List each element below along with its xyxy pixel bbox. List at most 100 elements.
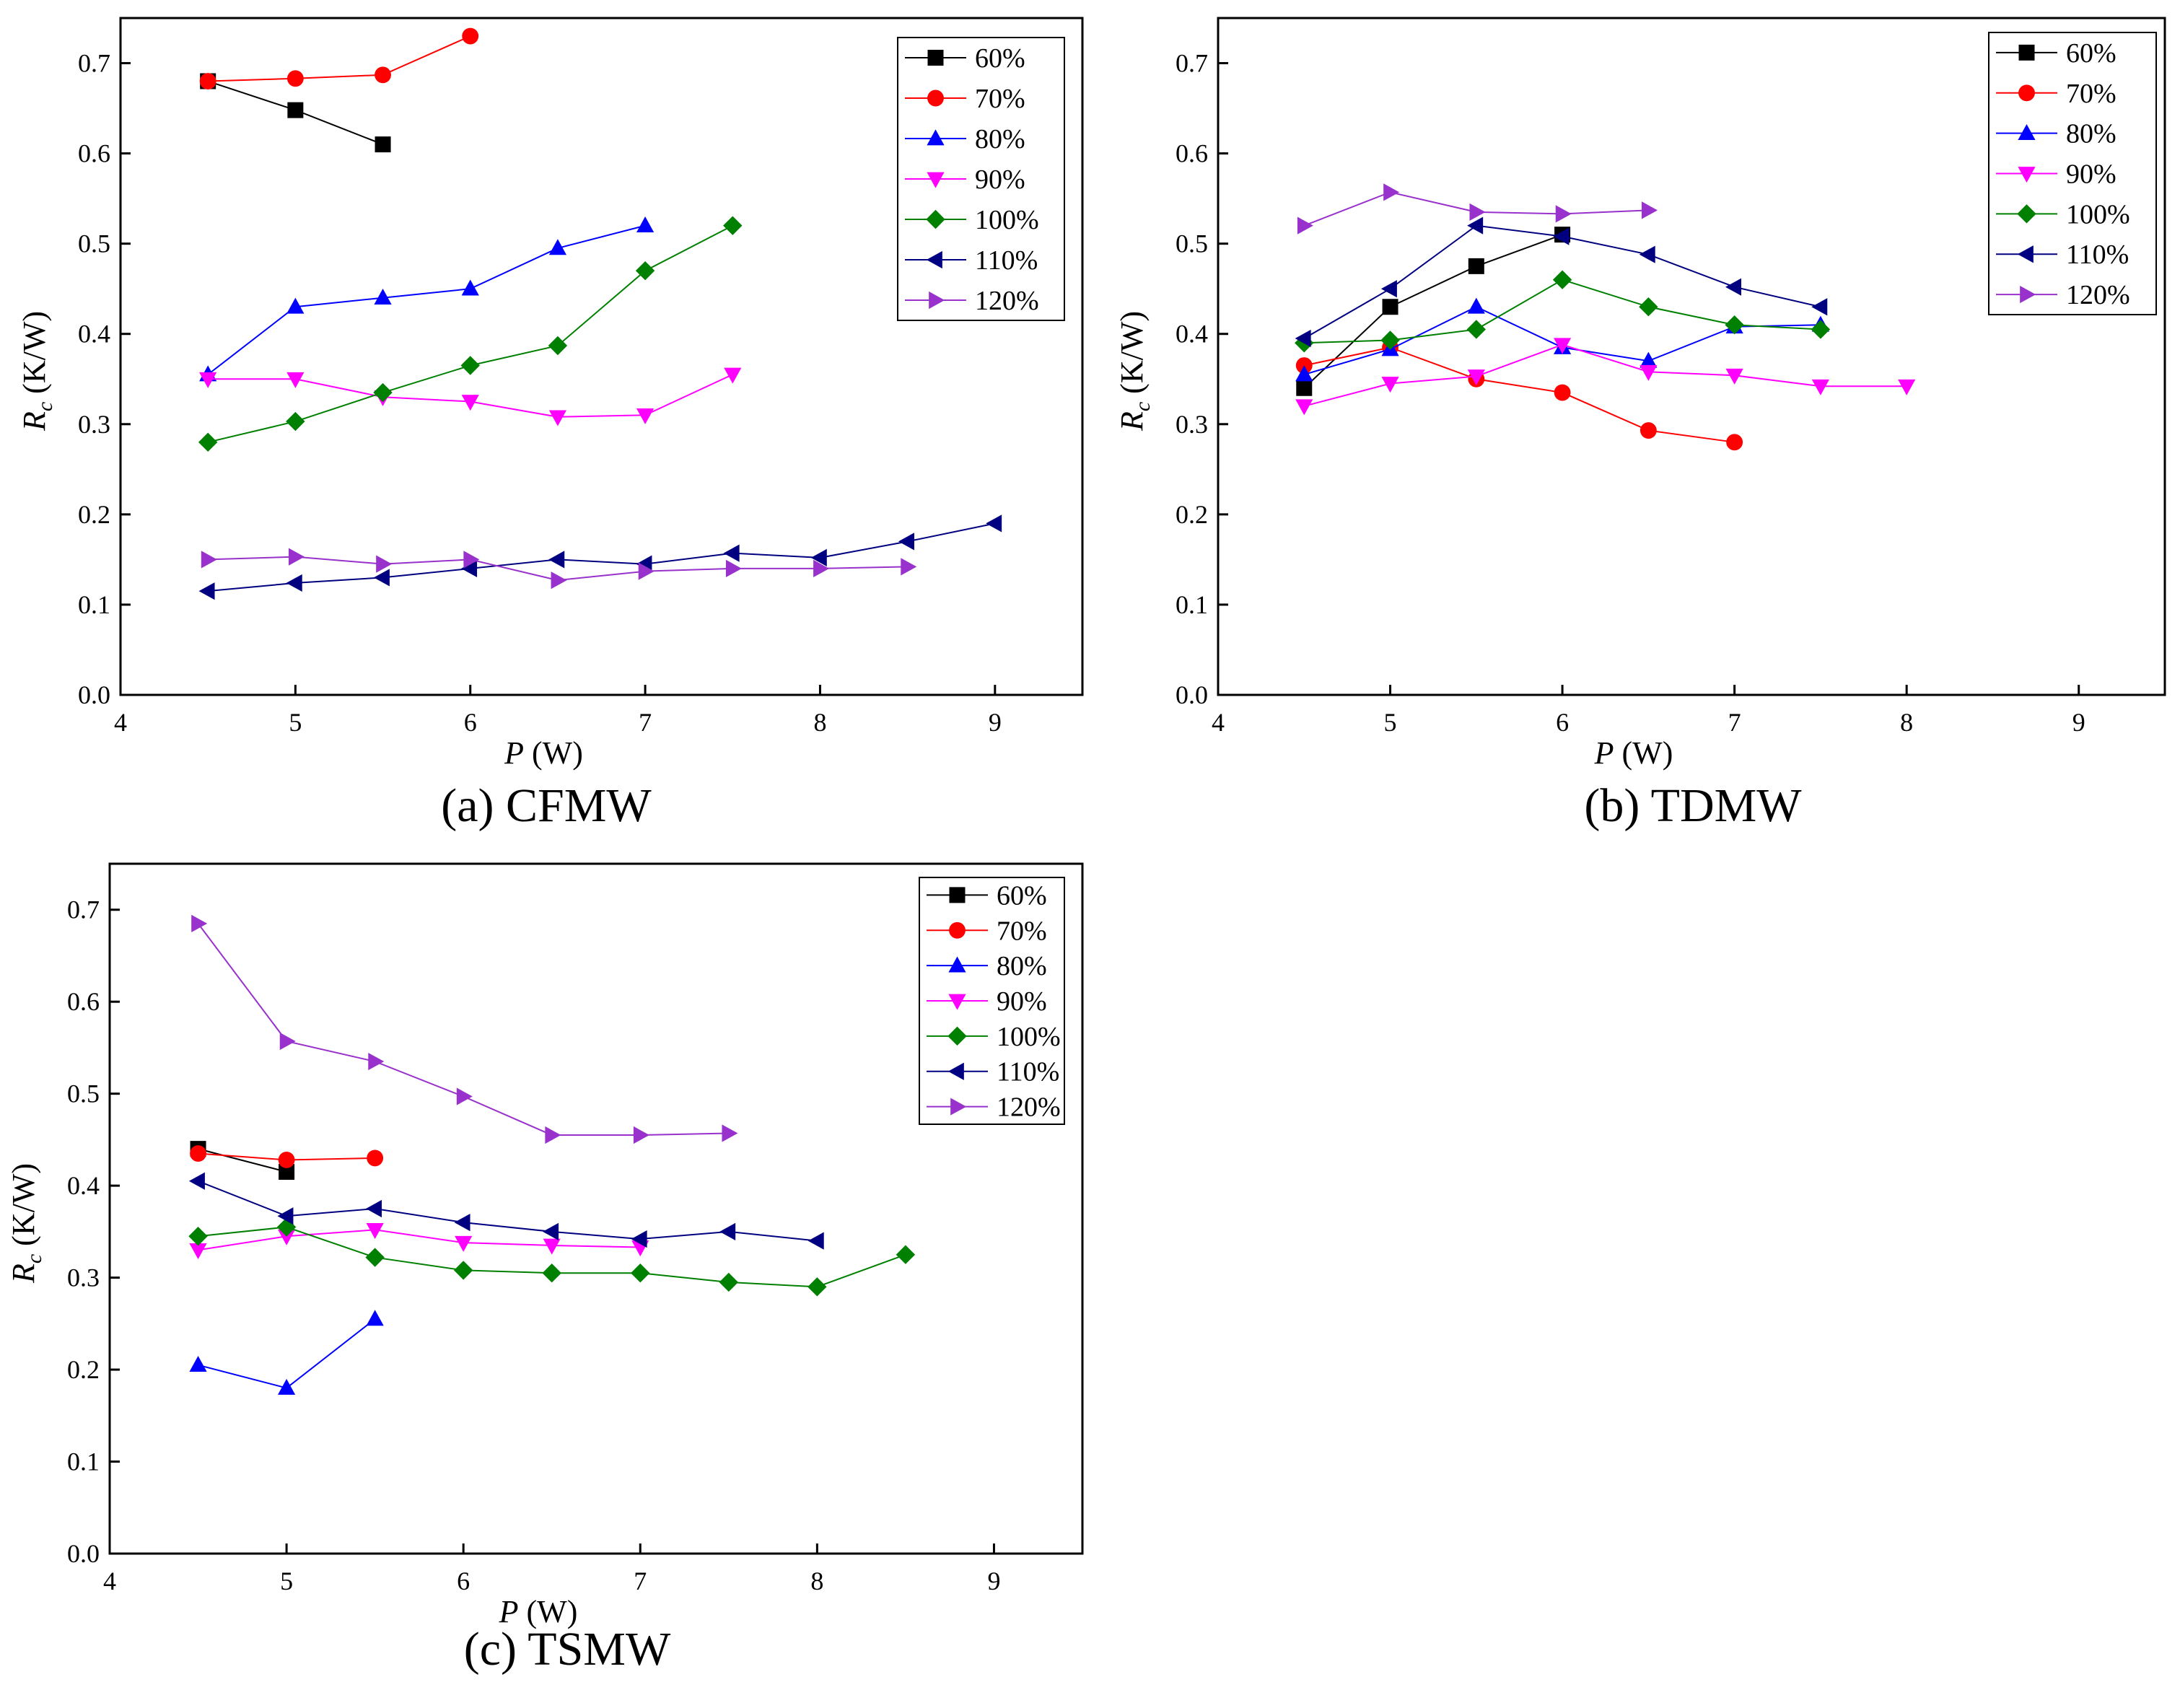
legend-marker (948, 994, 966, 1010)
y-tick-label: 0.6 (1176, 139, 1208, 168)
x-axis-label: P (W) (499, 1594, 578, 1629)
legend-marker (950, 1098, 967, 1116)
data-point (1380, 280, 1397, 298)
series-70pct (199, 27, 479, 89)
plot-frame (108, 862, 1084, 1555)
y-tick-label: 0.6 (78, 139, 110, 168)
x-tick-label: 9 (989, 708, 1002, 737)
series-line (208, 522, 996, 592)
data-point (724, 367, 742, 384)
data-point (279, 1032, 296, 1051)
data-point (460, 356, 480, 375)
legend-label: 60% (2066, 38, 2116, 69)
data-point (1553, 338, 1572, 354)
data-point (461, 395, 479, 411)
y-tick-label: 0.1 (67, 1448, 100, 1476)
data-point (1295, 399, 1313, 416)
data-point (277, 1378, 296, 1395)
y-tick-label: 0.0 (1176, 680, 1208, 709)
y-tick-label: 0.3 (1176, 410, 1208, 439)
data-point (191, 914, 208, 932)
panel-caption: (a) CFMW (441, 779, 652, 832)
legend: 60% 70% 80% 90% 100% 110% 120% (1988, 32, 2157, 315)
legend-label: 100% (997, 1022, 1061, 1052)
data-point (374, 289, 392, 305)
legend-marker (927, 129, 945, 146)
data-point (548, 410, 567, 426)
data-point (1296, 380, 1313, 396)
x-tick-label: 6 (457, 1567, 470, 1595)
series-60pct (1296, 227, 1571, 396)
data-point (1467, 297, 1485, 314)
data-point (1640, 351, 1658, 368)
x-tick-label: 4 (103, 1567, 116, 1595)
series-80pct (189, 1310, 384, 1395)
y-tick-label: 0.6 (67, 987, 100, 1016)
series-line (208, 35, 471, 82)
data-point (898, 533, 914, 551)
series-line (198, 1148, 287, 1173)
data-point (376, 555, 393, 573)
data-point (1295, 329, 1311, 348)
data-point (548, 551, 565, 569)
y-axis-label: Rc (K/W) (6, 1163, 46, 1284)
legend: 60% 70% 80% 90% 100% 110% 120% (897, 37, 1065, 321)
data-point (723, 216, 743, 235)
data-point (199, 372, 217, 388)
series-90pct (189, 1222, 649, 1260)
series-100pct (188, 1217, 916, 1297)
data-point (373, 382, 393, 403)
series-110pct (1295, 216, 1828, 348)
data-point (1639, 245, 1655, 263)
series-70pct (1295, 339, 1743, 451)
legend-marker (949, 887, 966, 903)
legend-box (919, 877, 1065, 1125)
data-point (286, 297, 305, 314)
data-point (1466, 320, 1487, 339)
data-point (719, 1272, 739, 1292)
series-line (1304, 346, 1735, 443)
legend-label: 120% (997, 1092, 1061, 1123)
y-tick-label: 0.5 (67, 1079, 100, 1108)
y-tick-label: 0.2 (67, 1355, 100, 1384)
data-point (373, 569, 390, 587)
legend-marker (927, 89, 944, 107)
x-tick-label: 9 (987, 1567, 1000, 1595)
legend-marker (947, 1062, 964, 1080)
data-point (1639, 297, 1658, 317)
data-point (813, 559, 830, 578)
data-point (1726, 434, 1743, 451)
y-tick-label: 0.7 (78, 49, 110, 78)
x-tick-label: 8 (813, 708, 826, 737)
legend-marker (2018, 44, 2035, 61)
legend-marker (2018, 84, 2035, 102)
data-point (461, 559, 478, 578)
data-point (188, 1172, 205, 1190)
x-axis-label: P (W) (1594, 735, 1673, 771)
data-point (366, 1222, 384, 1239)
series-90pct (199, 367, 742, 426)
legend-marker (927, 172, 945, 188)
legend-label: 90% (975, 165, 1025, 195)
legend-label: 70% (975, 84, 1025, 114)
data-point (366, 1310, 384, 1326)
data-point (1898, 379, 1916, 395)
y-tick-label: 0.1 (78, 590, 110, 619)
legend-label: 70% (2066, 79, 2116, 109)
y-tick-label: 0.2 (1176, 500, 1208, 529)
data-point (1640, 364, 1658, 381)
x-tick-label: 6 (1556, 708, 1569, 737)
data-point (456, 1087, 473, 1105)
legend-label: 110% (997, 1057, 1059, 1087)
y-tick-label: 0.5 (1176, 229, 1208, 258)
legend-label: 110% (975, 245, 1038, 276)
data-point (636, 408, 655, 424)
data-point (375, 136, 391, 153)
plot-frame (1217, 17, 2166, 696)
data-point (201, 551, 217, 569)
legend-label: 80% (975, 124, 1025, 154)
legend-marker (927, 50, 944, 66)
data-point (1380, 330, 1400, 350)
data-point (463, 551, 480, 569)
